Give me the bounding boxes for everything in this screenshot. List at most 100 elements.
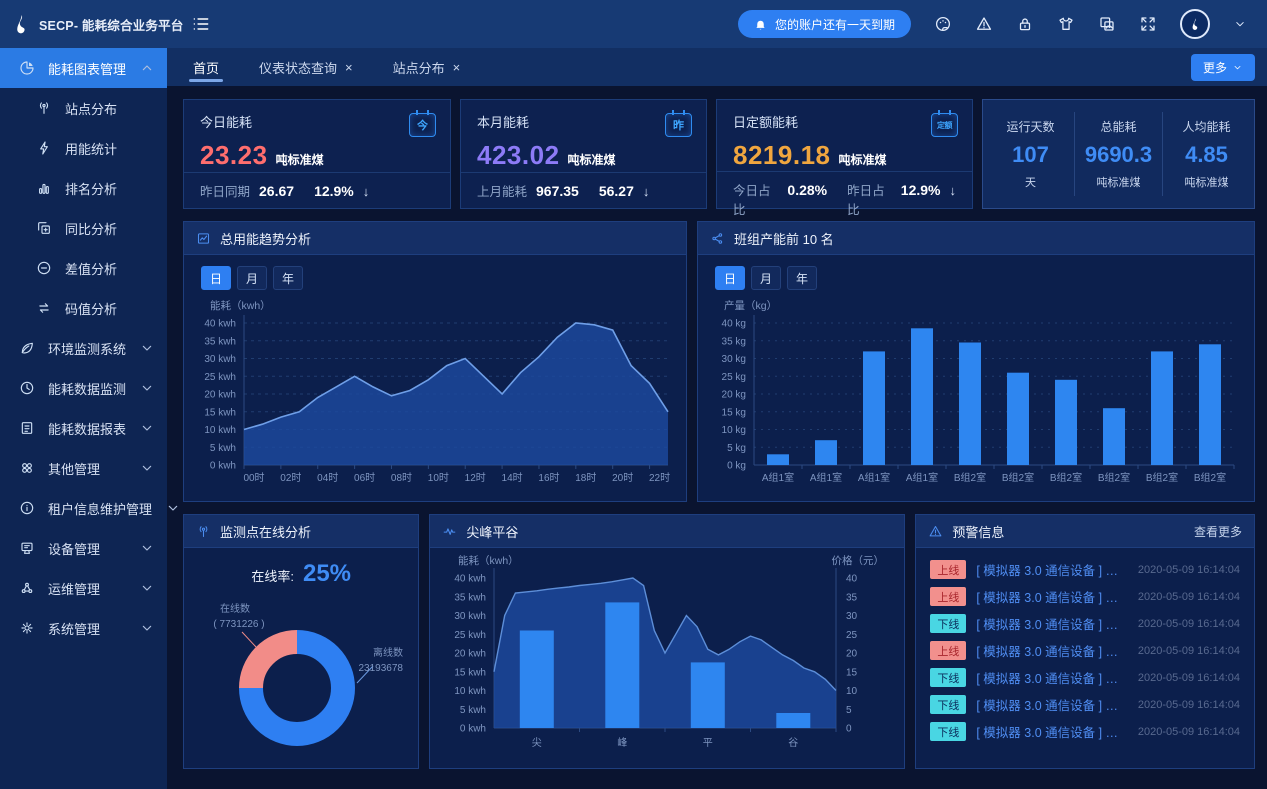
more-button[interactable]: 更多 <box>1190 53 1255 81</box>
svg-text:B组2室: B组2室 <box>1146 471 1178 484</box>
card-unit: 吨标准煤 <box>275 153 324 167</box>
sidebar-item-label: 环境监测系统 <box>48 341 127 357</box>
alert-text[interactable]: [ 模拟器 3.0 通信设备 ] 模拟器 3.0... <box>976 699 1127 713</box>
alert-timestamp: 2020-05-09 16:14:04 <box>1137 563 1240 576</box>
alert-text[interactable]: [ 模拟器 3.0 通信设备 ] 模拟器 3.0... <box>976 564 1127 578</box>
tab[interactable]: 仪表状态查询 × <box>251 48 361 86</box>
svg-text:30 kwh: 30 kwh <box>455 611 487 622</box>
sidebar-item[interactable]: 其他管理 <box>0 448 167 488</box>
tab[interactable]: 首页 <box>185 48 227 86</box>
sidebar-item[interactable]: 运维管理 <box>0 568 167 608</box>
alert-text[interactable]: [ 模拟器 3.0 通信设备 ] 模拟器 3.0... <box>976 672 1127 686</box>
screenshot-icon[interactable] <box>1098 15 1116 33</box>
panel-title: 总用能趋势分析 <box>220 231 312 247</box>
period-tab-日[interactable]: 日 <box>715 266 746 290</box>
footer-value: 12.9% <box>900 182 941 198</box>
alert-row[interactable]: 下线 [ 模拟器 3.0 通信设备 ] 模拟器 3.0... 2020-05-09 … <box>930 664 1240 691</box>
svg-text:25 kwh: 25 kwh <box>455 630 487 641</box>
sidebar-menu: 能耗图表管理 站点分布用能统计排名分析 同比分析 差值分析 码值分析环境监测系统 能耗数据… <box>0 48 178 648</box>
alert-row[interactable]: 下线 [ 模拟器 3.0 通信设备 ] 模拟器 3.0... 2020-05-09 … <box>930 691 1240 718</box>
svg-text:15 kwh: 15 kwh <box>455 667 487 678</box>
period-tab-年[interactable]: 年 <box>787 266 818 290</box>
online-donut-chart: 在线数 ( 7731226 ) 离线数 23193678 <box>214 602 404 746</box>
sidebar-item[interactable]: 租户信息维护管理 <box>0 488 178 528</box>
user-menu-chevron-icon[interactable] <box>1233 17 1247 31</box>
sidebar-item[interactable]: 差值分析 <box>0 248 167 288</box>
sidebar-item-label: 能耗数据监测 <box>48 381 127 397</box>
account-expiry-notice[interactable]: 您的账户还有一天到期 <box>737 10 911 38</box>
sidebar-item[interactable]: 站点分布 <box>0 88 167 128</box>
card-unit: 吨标准煤 <box>838 153 887 167</box>
alert-row[interactable]: 上线 [ 模拟器 3.0 通信设备 ] 模拟器 3.0... 2020-05-09 … <box>930 583 1240 610</box>
svg-text:30 kg: 30 kg <box>722 354 746 365</box>
card-value: 23.23 <box>200 140 268 170</box>
svg-text:25: 25 <box>846 630 858 641</box>
gear-icon <box>19 620 35 636</box>
alert-text[interactable]: [ 模拟器 3.0 通信设备 ] 模拟器 3.0... <box>976 618 1127 632</box>
alert-text[interactable]: [ 模拟器 3.0 通信设备 ] 模拟器 3.0... <box>976 591 1127 605</box>
bell-icon <box>754 18 767 31</box>
account-expiry-text: 您的账户还有一天到期 <box>774 17 895 32</box>
lock-icon[interactable] <box>1016 15 1034 33</box>
sidebar-item[interactable]: 能耗图表管理 <box>0 48 167 88</box>
card-value: 8219.18 <box>733 140 831 170</box>
avatar[interactable] <box>1180 9 1210 39</box>
info-icon <box>19 500 35 516</box>
svg-text:15 kwh: 15 kwh <box>204 407 236 418</box>
period-tab-月[interactable]: 月 <box>237 266 268 290</box>
svg-text:30 kwh: 30 kwh <box>204 354 236 365</box>
line-chart-icon <box>196 231 211 246</box>
tab-close-icon[interactable]: × <box>452 59 461 75</box>
svg-text:18时: 18时 <box>575 472 596 484</box>
svg-text:10时: 10时 <box>428 472 449 484</box>
footer-value: 56.27 <box>598 182 634 199</box>
svg-text:15 kg: 15 kg <box>722 407 746 418</box>
team-output-chart: 0 kg 5 kg 10 kg 15 kg 20 kg 25 kg 30 kg 35 kg 40… <box>722 299 1235 484</box>
summary-value: 107 <box>1012 142 1049 167</box>
summary-col-total-energy: 总能耗 9690.3 吨标准煤 <box>1074 112 1162 196</box>
summary-label: 运行天数 <box>1006 120 1055 134</box>
peak-valley-panel: 尖峰平谷 0 kwh 0 5 kwh 5 10 kwh 10 15 kwh 15 20 kwh 2… <box>429 514 906 769</box>
alert-row[interactable]: 下线 [ 模拟器 3.0 通信设备 ] 模拟器 3.0... 2020-05-09 … <box>930 610 1240 637</box>
period-tab-年[interactable]: 年 <box>273 266 304 290</box>
sidebar-item[interactable]: 同比分析 <box>0 208 167 248</box>
report-icon <box>19 420 35 436</box>
sidebar-item-label: 能耗数据报表 <box>48 421 127 437</box>
sidebar-item[interactable]: 设备管理 <box>0 528 167 568</box>
fullscreen-icon[interactable] <box>1139 15 1157 33</box>
svg-text:20 kwh: 20 kwh <box>204 390 236 401</box>
sidebar-item-label: 用能统计 <box>65 141 118 157</box>
tab[interactable]: 站点分布 × <box>385 48 469 86</box>
alert-text[interactable]: [ 模拟器 3.0 通信设备 ] 模拟器 3.0... <box>976 726 1127 740</box>
period-tab-月[interactable]: 月 <box>751 266 782 290</box>
tab-close-icon[interactable]: × <box>345 59 353 75</box>
chevron-down-icon <box>139 580 155 596</box>
alert-status-badge: 下线 <box>930 722 967 741</box>
alert-row[interactable]: 下线 [ 模拟器 3.0 通信设备 ] 模拟器 3.0... 2020-05-09 … <box>930 718 1240 745</box>
alert-row[interactable]: 上线 [ 模拟器 3.0 通信设备 ] 模拟器 3.0... 2020-05-09 … <box>930 556 1240 583</box>
alert-triangle-icon[interactable] <box>975 15 993 33</box>
alerts-list: 上线 [ 模拟器 3.0 通信设备 ] 模拟器 3.0... 2020-05-09 … <box>916 548 1254 745</box>
svg-text:40 kg: 40 kg <box>722 319 746 330</box>
palette-icon[interactable] <box>934 15 952 33</box>
calendar-icon: 昨 <box>665 110 692 137</box>
skin-icon[interactable] <box>1057 15 1075 33</box>
svg-text:价格（元）: 价格（元） <box>832 554 885 567</box>
sidebar-item[interactable]: 用能统计 <box>0 128 167 168</box>
collapse-menu-icon[interactable] <box>191 14 211 34</box>
view-more-link[interactable]: 查看更多 <box>1193 524 1242 539</box>
svg-text:35: 35 <box>846 592 858 603</box>
period-tab-日[interactable]: 日 <box>201 266 232 290</box>
alert-row[interactable]: 上线 [ 模拟器 3.0 通信设备 ] 模拟器 3.0... 2020-05-09 … <box>930 637 1240 664</box>
sidebar-item[interactable]: 系统管理 <box>0 608 167 648</box>
brand: SECP- 能耗综合业务平台 <box>0 0 183 48</box>
svg-text:0 kwh: 0 kwh <box>210 461 236 472</box>
sidebar-item[interactable]: 码值分析 <box>0 288 167 328</box>
calendar-icon: 定额 <box>931 110 958 137</box>
sidebar-item[interactable]: 能耗数据监测 <box>0 368 167 408</box>
sidebar-item[interactable]: 能耗数据报表 <box>0 408 167 448</box>
alert-text[interactable]: [ 模拟器 3.0 通信设备 ] 模拟器 3.0... <box>976 645 1127 659</box>
summary-label: 总能耗 <box>1100 120 1137 134</box>
sidebar-item[interactable]: 环境监测系统 <box>0 328 167 368</box>
sidebar-item[interactable]: 排名分析 <box>0 168 167 208</box>
